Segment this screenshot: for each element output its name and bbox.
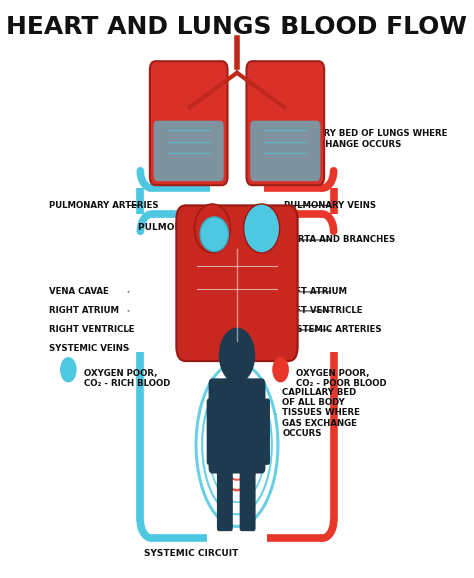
Ellipse shape — [184, 205, 290, 361]
FancyBboxPatch shape — [176, 205, 298, 361]
Text: HEART AND LUNGS BLOOD FLOW: HEART AND LUNGS BLOOD FLOW — [7, 15, 467, 39]
FancyBboxPatch shape — [240, 462, 255, 531]
Text: RIGHT VENTRICLE: RIGHT VENTRICLE — [49, 325, 135, 335]
FancyBboxPatch shape — [229, 360, 245, 389]
Text: LEFT ATRIUM: LEFT ATRIUM — [284, 287, 347, 297]
Circle shape — [60, 357, 77, 383]
Text: PULMONARY VEINS: PULMONARY VEINS — [284, 201, 376, 210]
Ellipse shape — [194, 204, 230, 253]
FancyBboxPatch shape — [207, 399, 220, 465]
Text: SYSTEMIC CIRCUIT: SYSTEMIC CIRCUIT — [145, 549, 239, 558]
Text: RIGHT ATRIUM: RIGHT ATRIUM — [49, 306, 119, 316]
FancyBboxPatch shape — [217, 462, 233, 531]
Text: SYSTEMIC VEINS: SYSTEMIC VEINS — [49, 344, 129, 354]
Text: CAPILLARY BED
OF ALL BODY
TISSUES WHERE
GAS EXCHANGE
OCCURS: CAPILLARY BED OF ALL BODY TISSUES WHERE … — [283, 388, 360, 438]
Ellipse shape — [200, 217, 228, 251]
Text: SYSTEMIC ARTERIES: SYSTEMIC ARTERIES — [284, 325, 382, 335]
Text: OXYGEN POOR,
CO₂ - POOR BLOOD: OXYGEN POOR, CO₂ - POOR BLOOD — [296, 369, 386, 388]
FancyBboxPatch shape — [257, 399, 270, 465]
Text: PULMONARY CIRCUIT: PULMONARY CIRCUIT — [138, 223, 245, 232]
FancyBboxPatch shape — [250, 121, 320, 181]
Circle shape — [219, 328, 255, 383]
Text: VENA CAVAE: VENA CAVAE — [49, 287, 109, 297]
FancyBboxPatch shape — [154, 121, 224, 181]
Text: AORTA AND BRANCHES: AORTA AND BRANCHES — [284, 235, 396, 244]
Circle shape — [272, 357, 289, 383]
Text: LEFT VENTRICLE: LEFT VENTRICLE — [284, 306, 363, 316]
FancyBboxPatch shape — [209, 379, 265, 473]
FancyBboxPatch shape — [246, 61, 324, 185]
Text: PULMONARY ARTERIES: PULMONARY ARTERIES — [49, 201, 159, 210]
Text: CAPILLARY BED OF LUNGS WHERE
GAS EXCHANGE OCCURS: CAPILLARY BED OF LUNGS WHERE GAS EXCHANG… — [284, 129, 448, 149]
Ellipse shape — [244, 204, 280, 253]
FancyBboxPatch shape — [150, 61, 228, 185]
Text: OXYGEN POOR,
CO₂ - RICH BLOOD: OXYGEN POOR, CO₂ - RICH BLOOD — [83, 369, 170, 388]
